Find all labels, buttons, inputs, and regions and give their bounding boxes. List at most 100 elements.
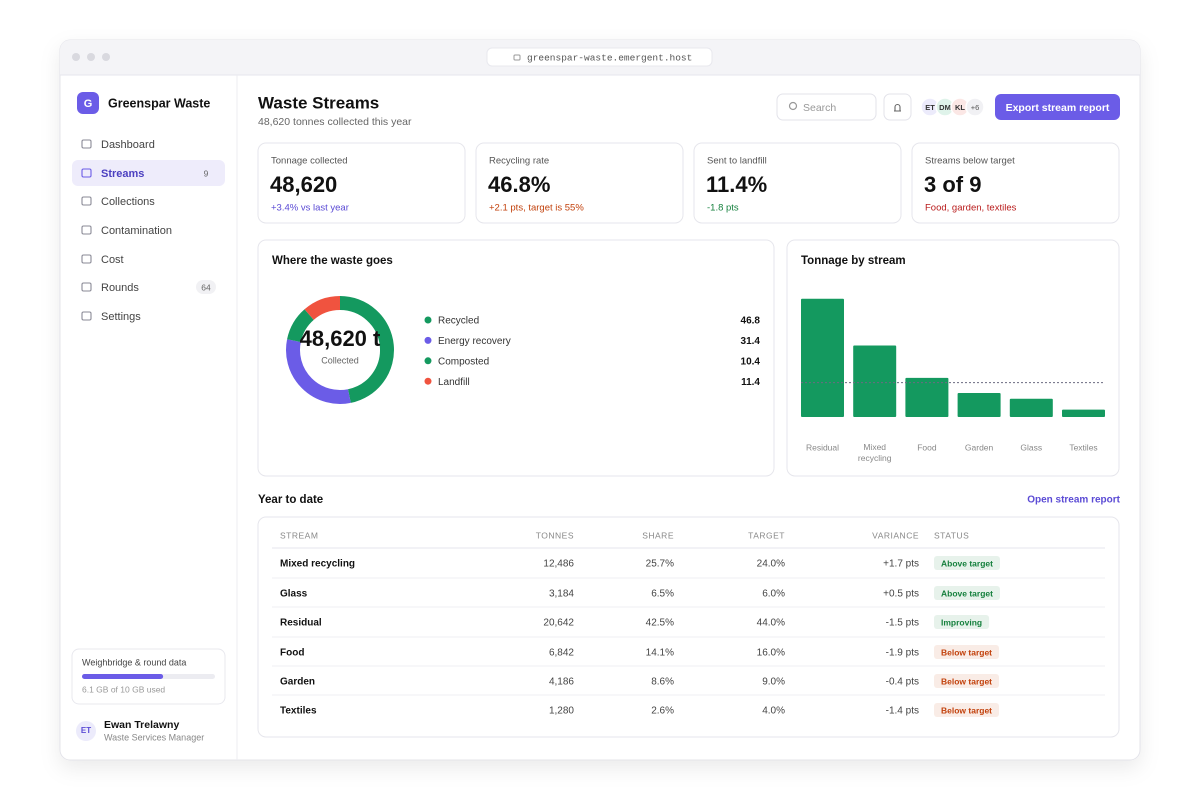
table-cell: 2.6% [651, 706, 674, 717]
nav-icon [81, 282, 92, 292]
status-label: Above target [941, 558, 993, 568]
status-pill [934, 703, 1000, 717]
table-cell: 44.0% [757, 618, 785, 629]
table-title: Year to date [258, 494, 323, 506]
bar-label: Mixed recycling [858, 442, 892, 463]
nav-item[interactable]: Cost [101, 254, 124, 266]
url-bar[interactable] [486, 47, 713, 67]
url: greenspar-waste.emergent.host [527, 53, 692, 64]
donut-center-value: 48,620 t [300, 326, 381, 351]
page-title: Waste Streams [258, 93, 379, 112]
legend-swatch [424, 336, 432, 344]
legend-label: Composted [438, 356, 489, 367]
table-cell: +0.5 pts [883, 589, 919, 600]
kpi-delta: +3.4% vs last year [271, 203, 349, 214]
nav-item[interactable]: Streams [101, 168, 144, 180]
search-box[interactable] [776, 93, 877, 121]
table-cell: 25.7% [646, 559, 674, 570]
table-cell: 8.6% [651, 677, 674, 688]
table-cell: 6.5% [651, 589, 674, 600]
table-card [257, 516, 1120, 738]
status-pill [934, 674, 1000, 688]
bell-icon [894, 103, 901, 112]
nav-item[interactable]: Dashboard [101, 139, 155, 151]
donut-segment [339, 296, 394, 403]
team-more [965, 97, 985, 117]
bell-button[interactable] [883, 93, 912, 121]
donut-segment [287, 309, 314, 343]
storage-caption: 6.1 GB of 10 GB used [82, 684, 165, 694]
search-placeholder: Search [803, 102, 836, 114]
column-header: SHARE [642, 530, 674, 540]
bar [853, 345, 897, 417]
legend-value: 46.8 [741, 316, 761, 327]
bar-label: Textiles [1069, 442, 1097, 452]
table-cell: +1.7 pts [883, 559, 919, 570]
legend-value: 31.4 [741, 336, 761, 347]
bar [905, 377, 949, 417]
nav-icon [81, 168, 92, 178]
team-initials: DM [939, 103, 951, 112]
export-button[interactable] [995, 94, 1120, 120]
nav-item[interactable]: Settings [101, 311, 141, 323]
status-label: Below target [941, 647, 992, 657]
stream-name: Residual [280, 618, 322, 629]
table-cell: 6,842 [549, 648, 574, 659]
storage-fill [82, 674, 164, 679]
nav-icon [81, 254, 92, 264]
kpi-value: 11.4% [706, 172, 767, 197]
brand-icon [77, 92, 99, 114]
legend-label: Landfill [438, 377, 470, 388]
legend-value: 11.4 [741, 377, 760, 388]
column-header: TARGET [748, 530, 785, 540]
legend-swatch [424, 377, 432, 385]
nav-icon [81, 311, 92, 321]
table-cell: 6.0% [762, 589, 785, 600]
kpi-card [257, 142, 466, 224]
stream-name: Mixed recycling [280, 559, 355, 570]
team-initials: KL [955, 103, 965, 112]
kpi-value: 3 of 9 [924, 172, 981, 197]
stream-name: Food [280, 648, 304, 659]
column-header: TONNES [536, 530, 574, 540]
table-cell: 4,186 [549, 677, 574, 688]
kpi-card [693, 142, 902, 224]
chart-title: Tonnage by stream [801, 255, 906, 267]
table-link[interactable]: Open stream report [1027, 495, 1120, 506]
table-cell: -1.9 pts [886, 648, 919, 659]
nav-item[interactable]: Contamination [101, 225, 172, 237]
bar-label: Glass [1020, 442, 1042, 452]
status-label: Below target [941, 705, 992, 715]
nav-item[interactable]: Rounds [101, 282, 139, 294]
kpi-label: Streams below target [925, 156, 1015, 167]
stream-name: Glass [280, 589, 308, 600]
user-avatar [76, 721, 96, 741]
nav-icon [81, 225, 92, 235]
kpi-delta: +2.1 pts, target is 55% [489, 203, 584, 214]
legend-swatch [424, 316, 432, 324]
kpi-label: Recycling rate [489, 156, 549, 167]
bar [801, 298, 844, 417]
nav-active[interactable] [72, 160, 225, 186]
user-role: Waste Services Manager [104, 732, 204, 742]
bar [1062, 409, 1105, 417]
table-cell: -1.5 pts [886, 618, 919, 629]
export-button-label[interactable]: Export stream report [1006, 102, 1110, 114]
kpi-value: 46.8% [488, 172, 550, 197]
chart-title: Where the waste goes [272, 255, 393, 267]
legend-swatch [424, 357, 432, 365]
table-cell: 42.5% [646, 618, 674, 629]
nav-item[interactable]: Collections [101, 196, 155, 208]
kpi-card [475, 142, 684, 224]
table-cell: 12,486 [543, 559, 574, 570]
status-pill [934, 645, 1000, 659]
donut-segment [304, 296, 341, 321]
stream-name: Garden [280, 677, 315, 688]
column-header: STATUS [934, 530, 969, 540]
brand-initial: G [84, 98, 93, 110]
status-label: Below target [941, 676, 992, 686]
nav-icon [81, 139, 92, 149]
bar-label: Residual [806, 442, 839, 452]
kpi-label: Sent to landfill [707, 156, 767, 167]
